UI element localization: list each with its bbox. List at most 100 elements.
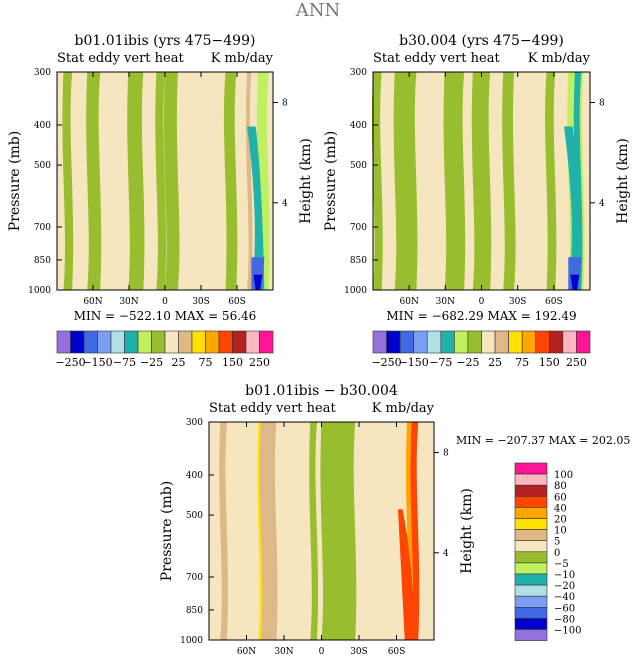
- contour-fill: [309, 422, 319, 640]
- colorbar-label: −150: [82, 356, 112, 369]
- colorbar-label: 150: [539, 356, 560, 369]
- y-tick-label: 400: [34, 121, 51, 131]
- colorbar-swatch: [514, 529, 548, 541]
- colorbar-swatch: [191, 330, 206, 354]
- contour-fill: [563, 126, 582, 290]
- y-right-tick-label: 4: [282, 199, 288, 209]
- panel-3: b01.01ibis − b30.004 Stat eddy vert heat K…: [159, 383, 630, 657]
- y-tick-label: 1000: [344, 286, 367, 296]
- x-tick-label: 30S: [192, 297, 210, 307]
- colorbar-label: 0: [554, 548, 560, 559]
- min-max-label: MIN = −682.29 MAX = 192.49: [386, 309, 576, 323]
- right-string: K mb/day: [211, 51, 274, 66]
- colorbar-swatch: [232, 330, 247, 354]
- colorbar-swatch: [178, 330, 193, 354]
- colorbar-label: −75: [113, 356, 136, 369]
- contour-fill: [219, 422, 229, 640]
- colorbar-label: 80: [554, 481, 567, 492]
- colorbar-label: −80: [554, 614, 575, 625]
- x-tick-label: 60N: [83, 297, 102, 307]
- colorbar-swatch: [535, 330, 550, 354]
- colorbar-label: −5: [554, 559, 569, 570]
- contour-fill: [410, 422, 420, 640]
- y-right-tick-label: 8: [599, 99, 605, 109]
- y-axis-label: Pressure (mb): [323, 131, 339, 231]
- colorbar-label: −250: [55, 356, 85, 369]
- x-tick-label: 30S: [350, 647, 368, 657]
- colorbar-label: 40: [554, 503, 567, 514]
- colorbar-label: 60: [554, 492, 567, 503]
- colorbar-swatch: [245, 330, 260, 354]
- y-right-tick-label: 4: [443, 549, 449, 559]
- panel-2: b30.004 (yrs 475−499) Stat eddy vert heat…: [323, 33, 631, 369]
- colorbar-label: −25: [456, 356, 479, 369]
- figure-title: ANN: [295, 0, 341, 21]
- colorbar-label: 100: [554, 470, 573, 481]
- x-tick-label: 60S: [545, 297, 563, 307]
- contour-fill: [371, 72, 383, 290]
- colorbar-swatch: [514, 618, 548, 630]
- contour-fill: [253, 274, 263, 290]
- colorbar-swatch: [467, 330, 482, 354]
- colorbar-label: −150: [399, 356, 429, 369]
- x-tick-label: 60S: [228, 297, 246, 307]
- y-tick-label: 300: [186, 418, 203, 428]
- colorbar-swatch: [514, 507, 548, 519]
- y-tick-label: 500: [350, 161, 367, 171]
- colorbar-swatch: [83, 330, 98, 354]
- colorbar-label: −100: [554, 626, 581, 637]
- colorbar-swatch: [164, 330, 179, 354]
- colorbar-label: 10: [554, 526, 567, 537]
- colorbar-label: −250: [371, 356, 401, 369]
- colorbar-swatch: [514, 595, 548, 608]
- colorbar-label: 75: [515, 356, 529, 369]
- y-tick-label: 850: [186, 606, 203, 616]
- colorbar-swatch: [514, 629, 548, 641]
- colorbar-swatch: [514, 584, 548, 597]
- colorbar-swatch: [124, 330, 139, 354]
- y-tick-label: 300: [34, 68, 51, 78]
- y-tick-label: 700: [34, 223, 51, 233]
- panel-title: b01.01ibis (yrs 475−499): [75, 33, 256, 49]
- colorbar-swatch: [514, 551, 548, 564]
- colorbar-swatch: [259, 330, 274, 354]
- right-string: K mb/day: [372, 401, 435, 416]
- colorbar-swatch: [549, 330, 564, 354]
- colorbar-swatch: [514, 518, 548, 530]
- contour-fill: [259, 422, 278, 640]
- colorbar-swatch: [56, 330, 71, 354]
- colorbar-label: −75: [429, 356, 452, 369]
- y-tick-label: 850: [350, 256, 367, 266]
- colorbar-swatch: [454, 330, 469, 354]
- y-tick-label: 300: [350, 68, 367, 78]
- colorbar-label: 150: [222, 356, 243, 369]
- colorbar-label: −20: [554, 581, 575, 592]
- colorbar-label: 5: [554, 537, 560, 548]
- panel-title: b30.004 (yrs 475−499): [399, 33, 564, 49]
- y-axis-label: Pressure (mb): [159, 481, 175, 581]
- x-tick-label: 0: [319, 647, 325, 657]
- colorbar-label: −10: [554, 570, 575, 581]
- colorbar-swatch: [514, 606, 548, 619]
- y-tick-label: 1000: [28, 286, 51, 296]
- x-tick-label: 60N: [400, 297, 419, 307]
- left-string: Stat eddy vert heat: [57, 51, 184, 66]
- y-right-tick-label: 8: [443, 449, 449, 459]
- colorbar-label: 20: [554, 515, 567, 526]
- colorbar-label: 25: [172, 356, 186, 369]
- contour-fill: [512, 72, 548, 290]
- contour-fill: [443, 72, 466, 290]
- contour-fill: [398, 509, 416, 640]
- right-string: K mb/day: [528, 51, 591, 66]
- y-right-axis-label: Height (km): [298, 138, 314, 224]
- y-tick-label: 700: [350, 223, 367, 233]
- y-tick-label: 700: [186, 573, 203, 583]
- colorbar-label: −40: [554, 592, 575, 603]
- colorbar-swatch: [514, 462, 548, 475]
- left-string: Stat eddy vert heat: [373, 51, 500, 66]
- y-tick-label: 850: [34, 256, 51, 266]
- contour-fill: [176, 72, 227, 290]
- colorbar-swatch: [508, 330, 523, 354]
- contour-fill: [155, 72, 167, 290]
